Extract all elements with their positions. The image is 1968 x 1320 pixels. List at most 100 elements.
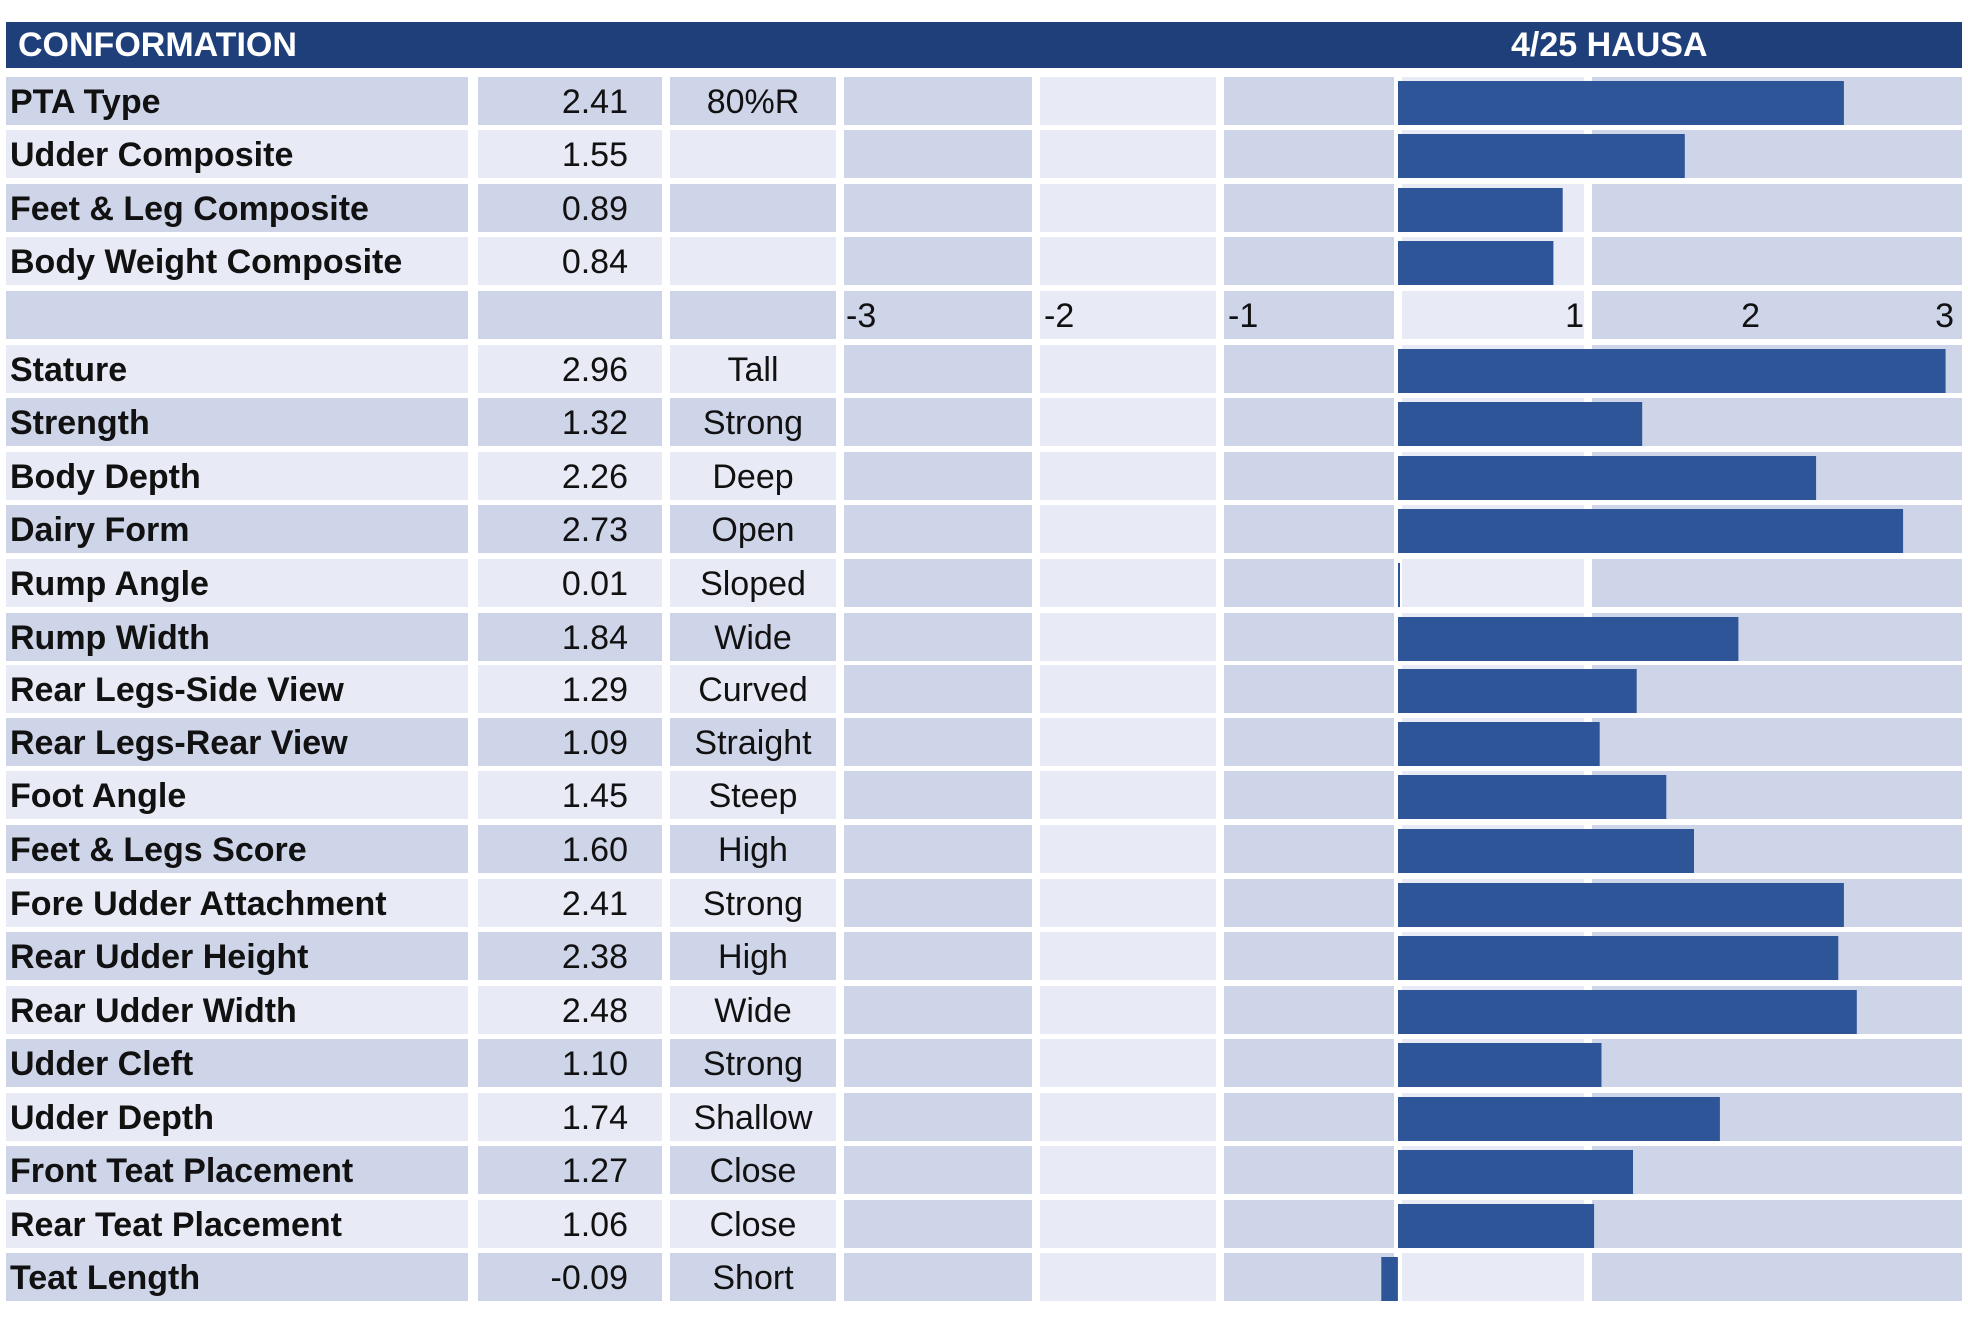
grid-cell [1592,825,1962,873]
grid-cell [1402,932,1584,980]
grid-cell [6,398,468,446]
grid-cell [1040,398,1216,446]
row-value: 0.84 [561,243,628,281]
row-descriptor: Shallow [693,1099,813,1137]
grid-cell [844,77,1032,125]
row-label: Feet & Leg Composite [10,190,369,228]
row-descriptor: Tall [727,351,779,389]
row-value: 1.60 [561,831,628,869]
grid-cell [670,718,836,766]
row-label: Rump Angle [10,565,209,603]
grid-cell [1040,1146,1216,1194]
row-value: 1.74 [561,1099,628,1137]
grid-cell [670,932,836,980]
grid-cell [670,771,836,819]
grid-cell [670,825,836,873]
axis-tick-label: 3 [1935,297,1954,335]
row-label: Rear Udder Width [10,992,297,1030]
axis-tick-label: 2 [1741,297,1760,335]
grid-cell [1402,1146,1584,1194]
grid-cell [6,130,468,178]
row-label: Body Weight Composite [10,243,403,281]
grid-cell [1402,398,1584,446]
grid-cell [670,665,836,713]
grid-cell [1402,291,1584,339]
grid-cell [478,291,662,339]
grid-cell [1402,1093,1584,1141]
grid-cell [1592,291,1962,339]
grid-cell [844,237,1032,285]
grid-cell [844,398,1032,446]
grid-cell [478,184,662,232]
row-descriptor: Straight [694,724,812,762]
row-value: 2.73 [561,511,628,549]
grid-cell [1040,184,1216,232]
row-label: Body Depth [10,458,201,496]
row-value: 2.96 [561,351,628,389]
row-label: Stature [10,351,128,389]
row-descriptor: High [718,831,788,869]
row-descriptor: Close [709,1206,797,1244]
grid-cell [6,559,468,607]
grid-cell [1224,237,1394,285]
grid-cell [1592,718,1962,766]
row-label: Fore Udder Attachment [10,885,387,923]
grid-cell [1402,879,1584,927]
grid-cell [670,398,836,446]
grid-cell [1040,452,1216,500]
row-label: Rear Udder Height [10,938,309,976]
grid-cell [1224,1039,1394,1087]
grid-cell [1592,398,1962,446]
grid-cell [670,184,836,232]
grid-cell [1224,1146,1394,1194]
grid-cell [1040,771,1216,819]
grid-cell [478,452,662,500]
grid-cell [478,879,662,927]
grid-cell [1040,1200,1216,1248]
row-label: Udder Composite [10,136,294,174]
grid-cell [844,1146,1032,1194]
grid-cell [478,771,662,819]
grid-cell [478,1253,662,1301]
row-value: 1.84 [561,619,628,657]
axis-tick-label: -1 [1228,297,1259,335]
grid-cell [1592,77,1962,125]
grid-cell [1402,1039,1584,1087]
grid-cell [1592,1039,1962,1087]
grid-cell [844,505,1032,553]
grid-cell [6,184,468,232]
row-descriptor: Strong [702,1045,804,1083]
grid-cell [6,237,468,285]
grid-cell [478,398,662,446]
grid-cell [1402,184,1584,232]
row-value: 0.01 [561,565,628,603]
grid-cell [670,505,836,553]
grid-cell [1040,237,1216,285]
grid-cell [1040,505,1216,553]
row-descriptor: Wide [714,992,792,1030]
grid-cell [478,825,662,873]
grid-cell [1402,452,1584,500]
grid-cell [1402,1253,1584,1301]
grid-cell [670,452,836,500]
grid-cell [1402,77,1584,125]
row-label: Rear Teat Placement [10,1206,342,1244]
grid-cell [1402,986,1584,1034]
grid-cell [478,932,662,980]
row-label: Teat Length [10,1259,201,1297]
row-descriptor: Curved [698,671,808,709]
grid-cell [1402,665,1584,713]
grid-cell [1592,613,1962,661]
grid-cell [844,130,1032,178]
grid-cell [6,613,468,661]
grid-cell [1040,613,1216,661]
grid-cell [844,1200,1032,1248]
row-value: 1.27 [561,1152,628,1190]
grid-cell [844,665,1032,713]
grid-cell [844,345,1032,393]
grid-cell [844,986,1032,1034]
grid-cell [1040,291,1216,339]
grid-cell [844,1093,1032,1141]
grid-cell [6,1093,468,1141]
grid-cell [478,77,662,125]
